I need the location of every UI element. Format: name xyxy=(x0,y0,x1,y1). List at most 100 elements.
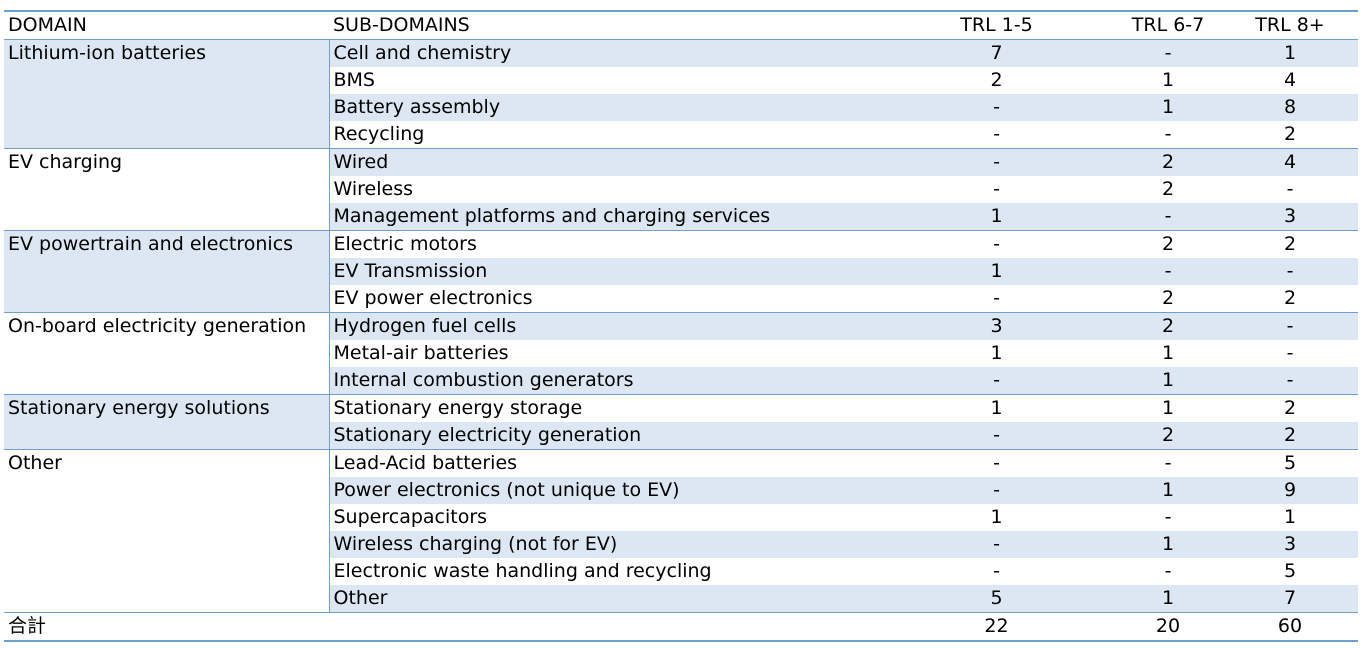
trl-8-plus-cell: - xyxy=(1286,178,1294,200)
trl-6-7-cell: 1 xyxy=(1114,531,1222,558)
sub-domain-cell: Stationary energy storage xyxy=(329,394,879,422)
trl-6-7-cell: 2 xyxy=(1114,148,1222,176)
trl-1-5-cell: - xyxy=(879,449,1114,477)
sub-domain-cell: Hydrogen fuel cells xyxy=(329,312,879,340)
table-row: Internal combustion generators -1- xyxy=(4,367,1358,395)
sub-domain-cell: Metal-air batteries xyxy=(333,342,509,364)
trl-8-plus-cell: - xyxy=(1222,258,1358,285)
trl-8-plus-cell: 5 xyxy=(1283,560,1297,582)
trl-6-7-cell: - xyxy=(1114,449,1222,477)
trl-table: DOMAIN SUB-DOMAINS TRL 1-5 TRL 6-7 TRL 8… xyxy=(4,10,1358,642)
table-row: Power electronics (not unique to EV) -1 9 xyxy=(4,477,1358,504)
trl-6-7-cell: - xyxy=(1164,123,1172,145)
trl-1-5-cell: - xyxy=(993,287,1000,309)
trl-8-plus-cell: 2 xyxy=(1222,230,1358,258)
trl-1-5-cell: - xyxy=(879,367,1114,395)
sub-domain-cell: Wireless xyxy=(333,178,414,200)
trl-8-plus-cell: 2 xyxy=(1222,422,1358,450)
trl-6-7-cell: 1 xyxy=(1161,342,1175,364)
header-trl-1-5: TRL 1-5 xyxy=(960,14,1033,36)
trl-8-plus-cell: 7 xyxy=(1222,585,1358,613)
table-row: EV power electronics - 2 2 xyxy=(4,285,1358,313)
sub-domain-cell: Internal combustion generators xyxy=(329,367,879,395)
table-row: Wireless charging (not for EV) -1 3 xyxy=(4,531,1358,558)
sub-domain-cell: Recycling xyxy=(333,123,425,145)
table-row: On-board electricity generation Hydrogen … xyxy=(4,312,1358,395)
total-trl-6-7: 20 xyxy=(1114,612,1222,642)
trl-8-plus-cell: 4 xyxy=(1283,69,1297,91)
trl-6-7-cell: 1 xyxy=(1161,69,1175,91)
trl-6-7-cell: 2 xyxy=(1114,422,1222,450)
table-body: Lithium-ion batteries Cell and chemistry 7… xyxy=(4,39,1358,642)
trl-1-5-cell: - xyxy=(879,148,1114,176)
domain-cell: On-board electricity generation xyxy=(4,312,330,395)
trl-8-plus-cell: 4 xyxy=(1222,148,1358,176)
domain-cell: EV charging xyxy=(4,148,330,231)
trl-6-7-cell: 1 xyxy=(1114,94,1222,121)
trl-8-plus-cell: 9 xyxy=(1222,477,1358,504)
table-row: Metal-air batteries 1 1 - xyxy=(4,340,1358,367)
total-trl-8-plus: 60 xyxy=(1222,612,1358,642)
trl-8-plus-cell: 3 xyxy=(1222,531,1358,558)
table-row: Recycling - - 2 xyxy=(4,121,1358,149)
trl-6-7-cell: 1 xyxy=(1114,394,1222,422)
table-row: Electronic waste handling and recycling -… xyxy=(4,558,1358,585)
trl-8-plus-cell: 3 xyxy=(1222,203,1358,231)
trl-1-5-cell: - xyxy=(993,560,1000,582)
trl-8-plus-cell: 8 xyxy=(1222,94,1358,121)
table-row: Other 5 1 7 xyxy=(4,585,1358,613)
trl-1-5-cell: 2 xyxy=(990,69,1003,91)
trl-6-7-cell: - xyxy=(1114,39,1222,67)
sub-domain-cell: Lead-Acid batteries xyxy=(329,449,879,477)
trl-1-5-cell: 1 xyxy=(879,258,1114,285)
total-trl-1-5: 22 xyxy=(879,612,1114,642)
trl-8-plus-cell: - xyxy=(1286,342,1294,364)
trl-6-7-cell: - xyxy=(1114,258,1222,285)
header-trl-6-7: TRL 6-7 xyxy=(1131,14,1205,36)
table-row: Management platforms and charging servic… xyxy=(4,203,1358,231)
trl-1-5-cell: - xyxy=(879,94,1114,121)
header-domain: DOMAIN xyxy=(8,14,87,36)
trl-6-7-cell: 1 xyxy=(1114,367,1222,395)
trl-1-5-cell: - xyxy=(879,477,1114,504)
trl-8-plus-cell: 2 xyxy=(1283,123,1297,145)
sub-domain-cell: Stationary electricity generation xyxy=(329,422,879,450)
domain-cell: Other xyxy=(4,449,330,613)
header-sub-domains: SUB-DOMAINS xyxy=(333,14,470,36)
domain-cell: Lithium-ion batteries xyxy=(4,39,330,149)
table-row: BMS 2 1 4 xyxy=(4,67,1358,94)
trl-1-5-cell: 1 xyxy=(879,203,1114,231)
trl-6-7-cell: 1 xyxy=(1114,477,1222,504)
trl-1-5-cell: 5 xyxy=(879,585,1114,613)
trl-6-7-cell: - xyxy=(1114,203,1222,231)
trl-1-5-cell: 7 xyxy=(879,39,1114,67)
header-trl-8-plus: TRL 8+ xyxy=(1255,14,1325,36)
table-row: Other Lead-Acid batteries - -5 xyxy=(4,449,1358,613)
trl-6-7-cell: 2 xyxy=(1114,230,1222,258)
table-row: Lithium-ion batteries Cell and chemistry 7… xyxy=(4,39,1358,149)
sub-domain-cell: BMS xyxy=(333,69,376,91)
trl-1-5-cell: 3 xyxy=(879,312,1114,340)
sub-domain-cell: Electronic waste handling and recycling xyxy=(333,560,712,582)
table-row: Supercapacitors 1 - 1 xyxy=(4,504,1358,531)
trl-6-7-cell: 2 xyxy=(1161,178,1175,200)
total-row: 合計 22 20 60 xyxy=(4,612,1358,642)
trl-6-7-cell: - xyxy=(1164,506,1172,528)
trl-8-plus-cell: - xyxy=(1222,367,1358,395)
trl-1-5-cell: 1 xyxy=(990,506,1003,528)
trl-8-plus-cell: - xyxy=(1222,312,1358,340)
trl-6-7-cell: 1 xyxy=(1114,585,1222,613)
sub-domain-cell: Electric motors xyxy=(329,230,879,258)
trl-8-plus-cell: 2 xyxy=(1222,394,1358,422)
domain-cell: Stationary energy solutions xyxy=(4,394,330,450)
trl-1-5-cell: - xyxy=(993,123,1000,145)
sub-domain-cell: Battery assembly xyxy=(329,94,879,121)
sub-domain-cell: Supercapacitors xyxy=(333,506,488,528)
sub-domain-cell: EV power electronics xyxy=(333,287,533,309)
table-row: Stationary energy solutions Stationary en… xyxy=(4,394,1358,450)
trl-6-7-cell: 2 xyxy=(1161,287,1175,309)
sub-domain-cell: Management platforms and charging servic… xyxy=(329,203,879,231)
total-label: 合計 xyxy=(4,612,879,642)
sub-domain-cell: Wireless charging (not for EV) xyxy=(329,531,879,558)
sub-domain-cell: Wired xyxy=(329,148,879,176)
